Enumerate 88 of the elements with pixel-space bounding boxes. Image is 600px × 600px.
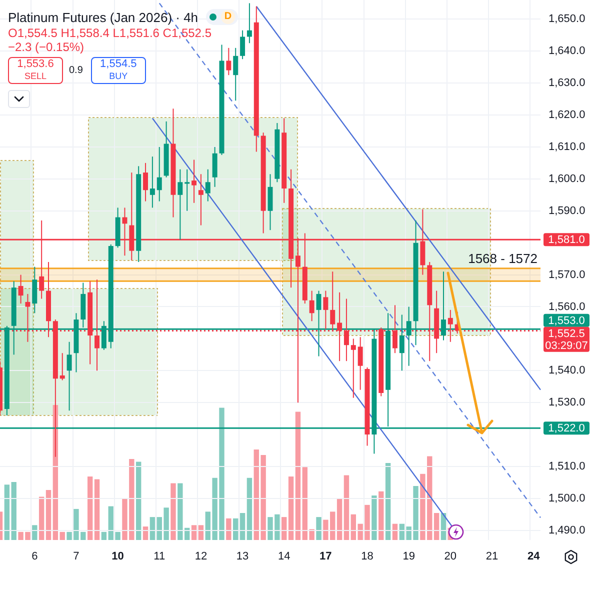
bar (170, 483, 176, 540)
bar (372, 495, 377, 540)
bar (191, 525, 197, 540)
y-tick-label: 1,530.0 (548, 396, 586, 409)
y-tick-label: 1,560.0 (548, 300, 586, 313)
y-tick-label: 1,650.0 (548, 13, 586, 26)
bar (282, 517, 287, 540)
annotation: BUY (108, 71, 129, 82)
candlestick (192, 159, 197, 204)
x-tick-label: 21 (486, 550, 498, 563)
candlestick (18, 274, 24, 304)
bar (198, 525, 204, 540)
candlestick (246, 2, 252, 44)
bar (336, 498, 342, 540)
candlestick (150, 156, 155, 208)
annotation: 1,554.5 (99, 57, 138, 71)
bar (87, 476, 93, 540)
y-tick-label: 1,570.0 (548, 268, 586, 281)
candlestick (184, 168, 190, 212)
ref-line-label: 1,522.0 (548, 422, 585, 435)
bar (385, 463, 391, 540)
bar (233, 518, 238, 540)
x-tick-label: 17 (320, 550, 332, 563)
x-tick-label: 7 (73, 550, 80, 563)
x-tick-label: 24 (527, 550, 541, 563)
candlestick (309, 290, 314, 322)
x-tick-label: 6 (32, 550, 38, 563)
bar (60, 532, 65, 540)
bar (288, 476, 294, 540)
bar (46, 490, 52, 540)
y-tick-label: 1,490.0 (548, 524, 586, 536)
x-tick-label: 19 (402, 550, 415, 563)
bar (240, 513, 246, 540)
candlestick (178, 168, 183, 240)
bar (94, 479, 100, 540)
x-tick-label: 18 (361, 550, 374, 563)
bar (344, 475, 350, 540)
candlestick (350, 338, 356, 398)
ref-line-label: 1,553.0 (548, 314, 585, 327)
bar (295, 412, 301, 540)
y-tick-label: 1,620.0 (548, 109, 586, 122)
bar (316, 517, 322, 540)
annotation: D (221, 10, 236, 24)
candlestick (358, 336, 363, 390)
y-tick-label: 1,640.0 (548, 45, 586, 58)
annotation: SELL (23, 71, 48, 82)
candlestick (205, 168, 210, 202)
bar (378, 491, 384, 540)
y-tick-label: 1,500.0 (548, 492, 586, 504)
y-tick-label: 1,600.0 (548, 172, 586, 185)
annotation: 1,553.6 (16, 57, 55, 71)
candlestick (66, 341, 72, 412)
x-tick-label: 20 (444, 550, 457, 563)
x-tick-label: 10 (112, 550, 124, 563)
candlestick (226, 47, 232, 76)
text: O1,554.5 H1,558.4 L1,551.6 C1,552.5 −2.3 (−0.15%) (8, 26, 212, 54)
x-tick-label: 11 (154, 550, 166, 563)
x-tick-label: 14 (278, 550, 290, 563)
candlestick (268, 174, 273, 231)
bar (136, 462, 142, 540)
y-tick-label: 1,610.0 (548, 141, 586, 154)
candlestick (212, 146, 218, 188)
candlestick (198, 174, 204, 226)
y-tick-label: 1,590.0 (548, 204, 586, 217)
text: Platinum Futures (Jan 2026) · 4h (8, 10, 198, 24)
bar (434, 513, 440, 540)
candlestick (143, 162, 148, 202)
x-tick-label: 13 (236, 550, 249, 563)
annotation: 0.9 (69, 65, 83, 76)
y-tick-label: 1,510.0 (548, 460, 586, 473)
bar (150, 517, 156, 540)
candlestick (32, 266, 38, 314)
candlestick (156, 146, 162, 202)
bar (11, 482, 16, 540)
bar (101, 532, 107, 540)
ref-line-label: 1,552.5 03:29:07 (545, 328, 588, 352)
candlestick (240, 30, 246, 60)
band-label: 1568 - 1572 (468, 250, 538, 266)
ref-line-label: 1,581.0 (548, 234, 585, 246)
bar (32, 525, 38, 540)
y-tick-label: 1,540.0 (548, 364, 586, 377)
y-tick-label: 1,630.0 (548, 77, 586, 90)
bar (38, 496, 44, 540)
bar (246, 478, 252, 540)
candlestick (233, 47, 238, 102)
bar (226, 518, 232, 540)
candlestick (60, 352, 65, 381)
x-tick-label: 12 (194, 550, 208, 563)
